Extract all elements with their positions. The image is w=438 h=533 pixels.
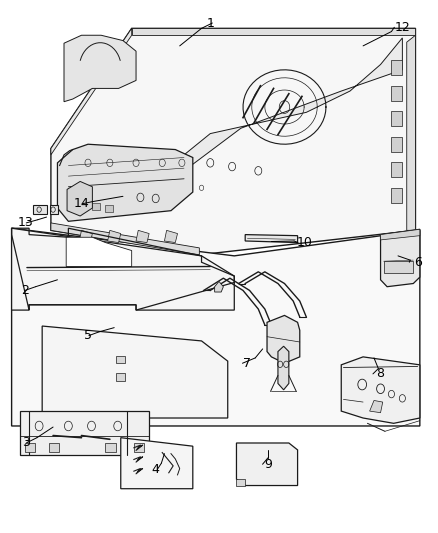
Polygon shape [341,357,420,423]
Polygon shape [164,230,177,243]
Polygon shape [132,28,416,35]
Polygon shape [66,237,132,266]
Text: 3: 3 [22,437,30,449]
Text: 12: 12 [395,21,410,34]
Polygon shape [42,326,228,418]
Bar [106,205,113,212]
Text: 14: 14 [74,197,89,211]
Bar [392,60,403,75]
Polygon shape [407,35,416,230]
Polygon shape [278,346,289,390]
Bar [71,197,78,204]
Text: 6: 6 [414,256,422,269]
Polygon shape [67,181,92,216]
Bar [92,203,100,209]
Polygon shape [121,438,193,489]
Polygon shape [184,38,403,171]
Polygon shape [215,281,223,292]
Bar [392,163,403,177]
Text: 5: 5 [84,329,92,342]
Polygon shape [237,443,297,486]
Bar [134,443,145,451]
Polygon shape [381,229,420,240]
Text: 10: 10 [296,236,312,249]
Text: 7: 7 [244,357,251,370]
Polygon shape [12,228,420,426]
Text: 13: 13 [18,216,34,229]
Bar [117,356,125,364]
Polygon shape [245,235,297,243]
Polygon shape [57,144,193,221]
Polygon shape [79,230,92,243]
Bar [81,200,89,207]
Bar [117,373,125,381]
Text: 2: 2 [21,284,28,297]
Bar [33,205,46,214]
Polygon shape [136,230,149,243]
Polygon shape [370,400,383,413]
Polygon shape [51,28,416,255]
Bar [25,443,35,451]
Text: 4: 4 [152,463,159,476]
Polygon shape [381,229,420,287]
Polygon shape [12,228,234,310]
Bar [49,443,59,451]
Bar [106,443,116,451]
Text: 1: 1 [206,17,214,29]
Polygon shape [237,479,245,486]
Bar [384,261,413,273]
Text: 8: 8 [377,367,385,381]
Polygon shape [267,316,300,364]
Polygon shape [51,28,132,155]
Polygon shape [20,411,149,455]
Bar [392,188,403,203]
Bar [392,86,403,101]
Text: 9: 9 [264,458,272,471]
Bar [49,205,58,214]
Bar [392,111,403,126]
Polygon shape [64,35,136,102]
Polygon shape [108,230,121,243]
Bar [392,137,403,152]
Polygon shape [51,223,199,255]
